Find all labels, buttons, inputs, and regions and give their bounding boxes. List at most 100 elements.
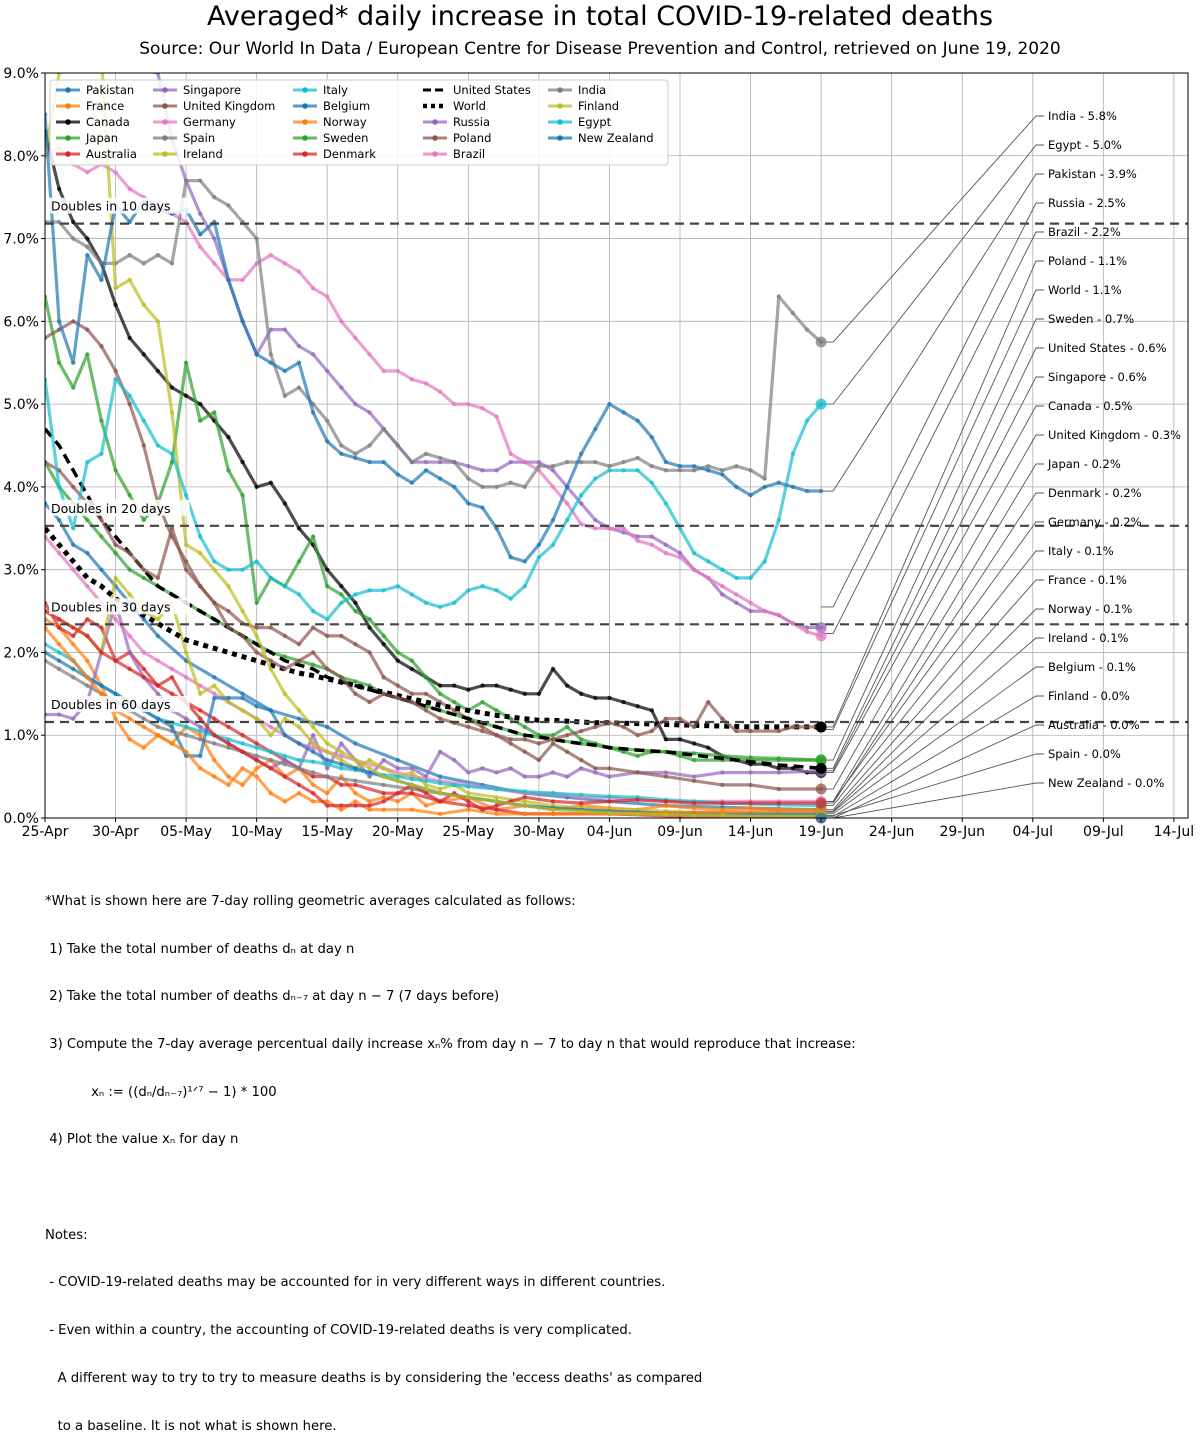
series-point (254, 261, 259, 266)
series-point (127, 393, 132, 399)
series-point (508, 737, 513, 742)
series-point (268, 575, 273, 581)
series-line (45, 377, 823, 621)
series-point (226, 737, 231, 742)
series-point (677, 550, 683, 556)
series-point (282, 633, 288, 639)
series-point (720, 567, 725, 572)
series-point (296, 641, 302, 647)
series-point (339, 807, 344, 812)
series-norway (45, 625, 824, 817)
series-line (45, 602, 822, 818)
series-point (437, 459, 443, 465)
series-point (635, 733, 640, 738)
series-point (409, 666, 415, 672)
series-point (212, 410, 217, 415)
series-point (762, 608, 767, 614)
series-japan (45, 294, 824, 763)
series-point (127, 492, 132, 498)
series-point (183, 749, 189, 754)
series-point (494, 803, 499, 808)
series-point (113, 575, 118, 581)
series-point (85, 550, 90, 556)
series-point (353, 766, 358, 771)
series-point (381, 459, 386, 465)
annotation-label: Norway - 0.1% (1048, 602, 1132, 616)
series-point (536, 774, 542, 779)
series-point (353, 451, 358, 456)
annotation-leader (821, 318, 1044, 761)
series-point (71, 360, 76, 365)
series-point (339, 741, 344, 746)
series-point (339, 633, 344, 639)
series-point (522, 459, 527, 465)
endpoint-marker (815, 336, 827, 348)
series-point (437, 774, 443, 779)
series-point (141, 617, 146, 622)
series-point (99, 683, 104, 688)
series-point (437, 786, 443, 792)
series-point (56, 319, 62, 324)
series-point (198, 584, 203, 589)
series-point (85, 633, 90, 639)
axes: 0.0% 1.0% 2.0% 3.0% 4.0% 5.0% 6.0% 7.0% 8.0% 9.0%… (3, 66, 1194, 840)
series-point (804, 488, 810, 494)
series-point (621, 699, 626, 705)
series-point (212, 683, 217, 688)
series-point (663, 737, 669, 742)
series-point (155, 716, 161, 721)
series-point (776, 294, 781, 299)
series-point (691, 463, 697, 469)
series-point (212, 600, 217, 605)
series-point (621, 724, 626, 730)
series-point (113, 691, 118, 697)
annotation-leader (821, 782, 1044, 819)
annotation-label: New Zealand - 0.0% (1048, 776, 1164, 790)
series-point (268, 327, 273, 332)
series-point (85, 327, 90, 332)
doubling-label: Doubles in 60 days (51, 697, 171, 712)
series-point (748, 814, 753, 818)
series-point (99, 691, 104, 697)
footnote-line: - Even within a country, the accounting … (45, 1323, 632, 1339)
series-point (127, 666, 132, 672)
series-point (56, 625, 62, 630)
legend-label: France (86, 99, 124, 113)
series-point (776, 786, 781, 792)
series-point (169, 451, 175, 456)
series-point (71, 219, 76, 225)
series-point (268, 480, 273, 485)
series-point (339, 451, 344, 456)
doubling-label-bg (49, 598, 190, 615)
series-point (85, 658, 90, 663)
series-point (240, 277, 245, 283)
series-point (226, 745, 231, 750)
series-point (99, 261, 104, 266)
series-point (381, 426, 386, 432)
series-point (310, 745, 316, 750)
series-point (395, 757, 400, 763)
series-point (56, 484, 62, 490)
series-point (437, 790, 443, 796)
x-tick-label: 09-Jul (1083, 824, 1124, 840)
series-point (339, 757, 344, 763)
series-point (45, 534, 48, 539)
series-point (593, 459, 598, 465)
series-point (423, 381, 429, 386)
annotation-label: Finland - 0.0% (1048, 689, 1130, 703)
series-point (169, 410, 175, 415)
footnote-line: 3) Compute the 7-day average percentual … (45, 1036, 856, 1052)
series-point (282, 753, 288, 759)
legend-marker (65, 135, 71, 141)
series-point (325, 757, 330, 763)
series-point (663, 501, 669, 506)
series-point (226, 435, 231, 440)
series-point (71, 385, 76, 390)
series-point (776, 800, 781, 806)
series-point (85, 517, 90, 523)
legend-label: Denmark (323, 147, 376, 161)
series-point (367, 410, 372, 415)
y-tick-label: 0.0% (3, 811, 39, 827)
series-point (508, 741, 513, 746)
series-point (607, 810, 612, 816)
